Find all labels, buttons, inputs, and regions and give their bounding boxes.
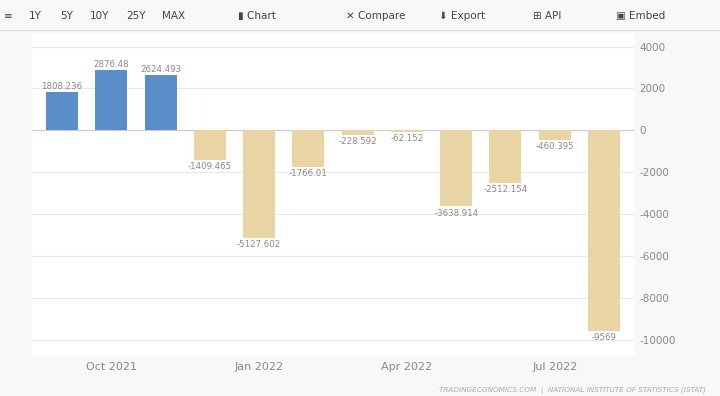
Text: -1766.01: -1766.01 bbox=[289, 169, 328, 178]
Text: 2876.48: 2876.48 bbox=[94, 60, 129, 69]
Text: TRADINGECONOMICS.COM  |  NATIONAL INSTITUTE OF STATISTICS (ISTAT): TRADINGECONOMICS.COM | NATIONAL INSTITUT… bbox=[438, 387, 706, 394]
Text: ✕ Compare: ✕ Compare bbox=[346, 11, 405, 21]
Text: -228.592: -228.592 bbox=[338, 137, 377, 146]
Text: 2624.493: 2624.493 bbox=[140, 65, 181, 74]
Text: -2512.154: -2512.154 bbox=[483, 185, 528, 194]
Text: 1808.236: 1808.236 bbox=[42, 82, 83, 91]
Text: ⊞ API: ⊞ API bbox=[533, 11, 561, 21]
Text: -5127.602: -5127.602 bbox=[237, 240, 282, 249]
Text: ⬇ Export: ⬇ Export bbox=[439, 11, 485, 21]
Bar bbox=[145, 75, 176, 130]
Text: -460.395: -460.395 bbox=[536, 142, 574, 151]
Text: ▣ Embed: ▣ Embed bbox=[616, 11, 665, 21]
Bar bbox=[440, 130, 472, 206]
Text: -62.152: -62.152 bbox=[390, 134, 423, 143]
Text: 1Y: 1Y bbox=[29, 11, 42, 21]
Text: -3638.914: -3638.914 bbox=[434, 209, 478, 217]
Bar bbox=[341, 130, 374, 135]
Text: -9569: -9569 bbox=[592, 333, 616, 342]
Text: 5Y: 5Y bbox=[60, 11, 73, 21]
Bar bbox=[194, 130, 226, 160]
Text: ▮ Chart: ▮ Chart bbox=[238, 11, 276, 21]
Bar bbox=[95, 70, 127, 130]
Bar bbox=[243, 130, 275, 238]
Bar bbox=[539, 130, 571, 140]
Bar bbox=[292, 130, 325, 167]
Text: ≡: ≡ bbox=[4, 11, 12, 21]
Text: 25Y: 25Y bbox=[126, 11, 145, 21]
Text: 10Y: 10Y bbox=[90, 11, 109, 21]
Bar bbox=[490, 130, 521, 183]
Bar bbox=[46, 92, 78, 130]
Bar bbox=[588, 130, 620, 331]
Text: -1409.465: -1409.465 bbox=[188, 162, 232, 171]
Bar bbox=[391, 130, 423, 131]
Text: MAX: MAX bbox=[162, 11, 185, 21]
